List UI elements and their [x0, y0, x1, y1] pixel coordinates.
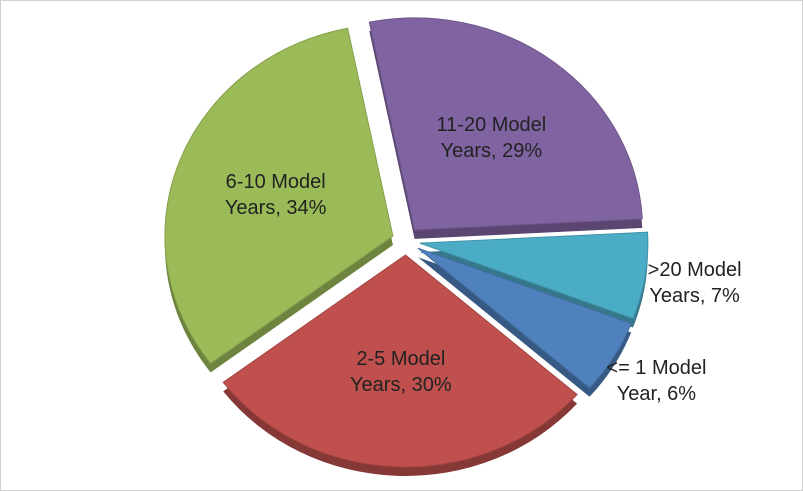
- label-box: 2-5 Model Years, 30%: [350, 347, 452, 396]
- slice: [164, 27, 394, 365]
- slice: [419, 231, 649, 320]
- data-label: 11-20 Model Years, 29%: [436, 113, 547, 162]
- label-box: >20 Model Years, 7%: [647, 259, 742, 308]
- label-box: 11-20 Model Years, 29%: [436, 113, 547, 162]
- slice: [417, 247, 632, 389]
- slice: [368, 17, 643, 231]
- data-label: <= 1 Model Year, 6%: [606, 357, 707, 406]
- label-box: <= 1 Model Year, 6%: [606, 357, 707, 406]
- data-label: >20 Model Years, 7%: [647, 259, 742, 308]
- data-label: 2-5 Model Years, 30%: [350, 347, 452, 396]
- label-box: 6-10 Model Years, 34%: [224, 170, 327, 219]
- data-label: 6-10 Model Years, 34%: [224, 170, 327, 219]
- slice: [222, 254, 578, 468]
